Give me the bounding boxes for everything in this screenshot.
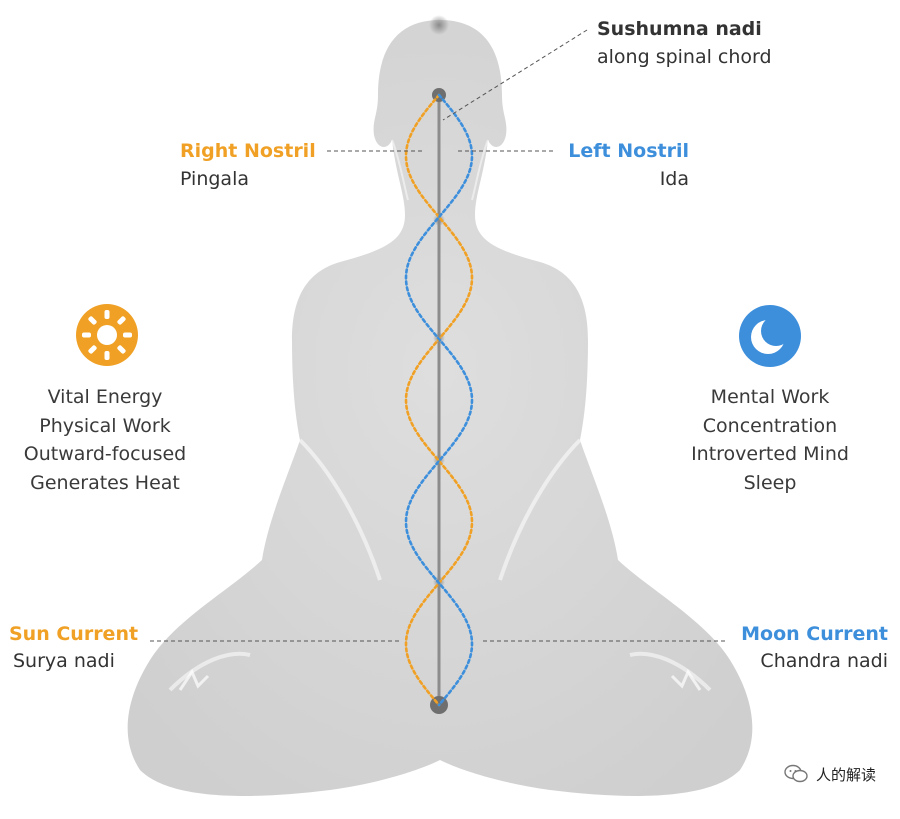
spine-node: [433, 454, 445, 466]
moon-current-title: Moon Current: [741, 623, 888, 645]
leader-sushumna: [442, 29, 588, 121]
watermark-text: 人的解读: [815, 765, 876, 784]
sun-current-subtitle: Surya nadi: [13, 650, 115, 672]
pingala-channel-orange: [404, 93, 474, 707]
right-nostril-subtitle: Pingala: [180, 168, 249, 190]
list-item: Physical Work: [39, 414, 171, 437]
moon-qualities-list: Mental Work Concentration Introverted Mi…: [668, 383, 872, 497]
list-item: Generates Heat: [30, 471, 180, 494]
spine-node: [433, 214, 445, 226]
sun-qualities-list: Vital Energy Physical Work Outward-focus…: [0, 383, 210, 497]
sushumna-subtitle: along spinal chord: [597, 46, 772, 68]
list-item: Outward-focused: [23, 443, 187, 465]
list-item: Vital Energy: [47, 386, 163, 408]
spine-node-top: [429, 15, 449, 35]
sun-current-title: Sun Current: [9, 623, 139, 645]
wechat-icon: [784, 764, 808, 783]
list-item: Mental Work: [710, 386, 830, 408]
list-item: Introverted Mind: [691, 443, 849, 465]
ida-channel-blue: [404, 93, 474, 707]
moon-current-subtitle: Chandra nadi: [760, 650, 888, 672]
watermark: 人的解读: [784, 763, 876, 785]
leader-lines: [150, 29, 728, 642]
list-item: Concentration: [702, 414, 838, 437]
sun-icon: [76, 304, 138, 366]
left-nostril-title: Left Nostril: [568, 140, 689, 162]
right-nostril-title: Right Nostril: [180, 140, 316, 162]
left-nostril-subtitle: Ida: [659, 168, 689, 190]
sushumna-title: Sushumna nadi: [597, 18, 762, 40]
moon-icon: [739, 305, 801, 367]
list-item: Sleep: [743, 471, 797, 494]
